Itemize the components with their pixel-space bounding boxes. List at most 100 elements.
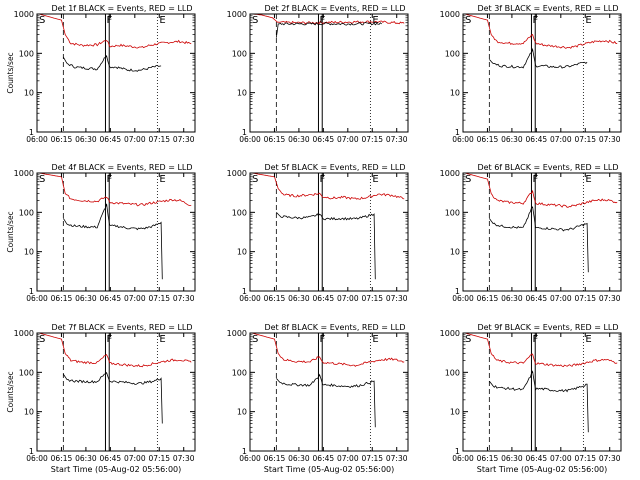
x-tick-label: 06:15: [477, 294, 499, 303]
x-tick-label: 06:45: [100, 294, 122, 303]
events-series-line: [275, 22, 382, 38]
marker-label-e: E: [372, 334, 378, 345]
lld-series-line: [251, 173, 405, 200]
panel-det-6: Det 6f BLACK = Events, RED = LLD S F E 1 10 10…: [440, 163, 622, 303]
x-tick-label: 06:15: [264, 135, 286, 144]
y-tick-label: 10: [450, 248, 460, 257]
y-tick-label: 1: [242, 447, 247, 456]
lld-series-line: [38, 333, 192, 368]
x-tick-label: 07:30: [599, 294, 621, 303]
panel-det-5: Det 5f BLACK = Events, RED = LLD S F E 1 10 10…: [227, 163, 409, 303]
plot-area: [464, 333, 618, 451]
marker-label-e: E: [159, 15, 165, 26]
x-tick-label: 07:30: [599, 454, 621, 463]
events-series-line: [62, 371, 163, 424]
plot-frame: [36, 332, 196, 452]
x-tick-label: 06:15: [51, 454, 73, 463]
y-tick-label: 1: [242, 287, 247, 296]
plot-frame: [249, 172, 409, 292]
panel-title: Det 2f BLACK = Events, RED = LLD: [264, 4, 405, 13]
y-tick-label: 1000: [14, 169, 34, 178]
events-series-line: [488, 206, 589, 273]
events-series-line: [62, 54, 162, 72]
lld-series-line: [464, 333, 618, 368]
plot-frame: [36, 13, 196, 133]
events-series-line: [488, 370, 589, 433]
x-tick-label: 07:00: [124, 454, 146, 463]
x-tick-label: 06:15: [51, 294, 73, 303]
panel-title: Det 6f BLACK = Events, RED = LLD: [477, 163, 618, 172]
x-tick-label: 07:00: [550, 135, 572, 144]
panel-title: Det 5f BLACK = Events, RED = LLD: [264, 163, 405, 172]
x-tick-label: 07:15: [361, 294, 383, 303]
x-tick-label: 06:45: [313, 294, 335, 303]
x-tick-label: 06:30: [501, 135, 523, 144]
y-tick-label: 10: [24, 89, 34, 98]
plot-frame: [249, 13, 409, 133]
y-tick-label: 1: [455, 447, 460, 456]
marker-label-s: S: [465, 334, 471, 345]
panel-det-8: Det 8f BLACK = Events, RED = LLD S F E 1 10 10…: [227, 323, 409, 474]
x-tick-label: 06:30: [75, 135, 97, 144]
x-tick-label: 06:15: [264, 294, 286, 303]
marker-label-e: E: [585, 15, 591, 26]
x-tick-label: 07:00: [124, 294, 146, 303]
y-tick-label: 1000: [440, 329, 460, 338]
events-series-line: [62, 203, 163, 280]
x-tick-label: 06:15: [477, 454, 499, 463]
x-tick-label: 07:00: [337, 135, 359, 144]
x-tick-label: 07:15: [574, 454, 596, 463]
y-tick-label: 1: [29, 287, 34, 296]
x-tick-label: 06:00: [26, 294, 48, 303]
y-tick-label: 1: [29, 128, 34, 137]
panel-title: Det 7f BLACK = Events, RED = LLD: [51, 323, 192, 332]
plot-area: [251, 14, 405, 132]
marker-label-s: S: [39, 334, 45, 345]
plot-area: [38, 14, 192, 132]
x-tick-label: 06:00: [239, 294, 261, 303]
plot-area: [38, 173, 192, 291]
x-tick-label: 07:30: [173, 135, 195, 144]
y-tick-label: 100: [445, 368, 460, 377]
y-axis-label: Counts/sec: [6, 211, 15, 252]
panel-det-9: Det 9f BLACK = Events, RED = LLD S F E 1 10 10…: [440, 323, 622, 474]
x-tick-label: 07:15: [148, 294, 170, 303]
panel-det-7: Det 7f BLACK = Events, RED = LLD S F E 1 10 10…: [6, 323, 196, 474]
panel-det-4: Det 4f BLACK = Events, RED = LLD S F E 1 10 10…: [6, 163, 196, 303]
y-tick-label: 100: [232, 368, 247, 377]
x-tick-label: 07:30: [386, 135, 408, 144]
x-tick-label: 07:15: [574, 135, 596, 144]
marker-label-f: F: [106, 174, 112, 185]
y-tick-label: 100: [445, 208, 460, 217]
x-tick-label: 06:45: [313, 454, 335, 463]
panel-det-1: Det 1f BLACK = Events, RED = LLD S F E 1 10 10…: [6, 4, 196, 144]
x-tick-label: 06:15: [477, 135, 499, 144]
panel-title: Det 8f BLACK = Events, RED = LLD: [264, 323, 405, 332]
events-series-line: [489, 47, 588, 69]
x-tick-label: 06:45: [526, 135, 548, 144]
panel-det-3: Det 3f BLACK = Events, RED = LLD S F E 1 10 10…: [440, 4, 622, 144]
y-tick-label: 100: [19, 368, 34, 377]
x-tick-label: 07:30: [599, 135, 621, 144]
plot-frame: [462, 13, 622, 133]
y-tick-label: 1000: [227, 329, 247, 338]
x-tick-label: 06:00: [239, 454, 261, 463]
y-tick-label: 10: [450, 89, 460, 98]
marker-label-s: S: [39, 174, 45, 185]
marker-label-f: F: [106, 15, 112, 26]
marker-label-f: F: [532, 15, 538, 26]
x-tick-label: 06:00: [26, 135, 48, 144]
x-tick-label: 06:15: [51, 135, 73, 144]
x-tick-label: 06:00: [452, 135, 474, 144]
x-tick-label: 06:45: [313, 135, 335, 144]
x-tick-label: 06:30: [288, 454, 310, 463]
panel-det-2: Det 2f BLACK = Events, RED = LLD S F E 1 10 10…: [227, 4, 409, 144]
marker-label-f: F: [319, 15, 325, 26]
marker-label-f: F: [319, 334, 325, 345]
marker-label-f: F: [106, 334, 112, 345]
plot-area: [251, 333, 405, 451]
y-tick-label: 1000: [227, 169, 247, 178]
plot-area: [38, 333, 192, 451]
plot-area: [251, 173, 405, 291]
